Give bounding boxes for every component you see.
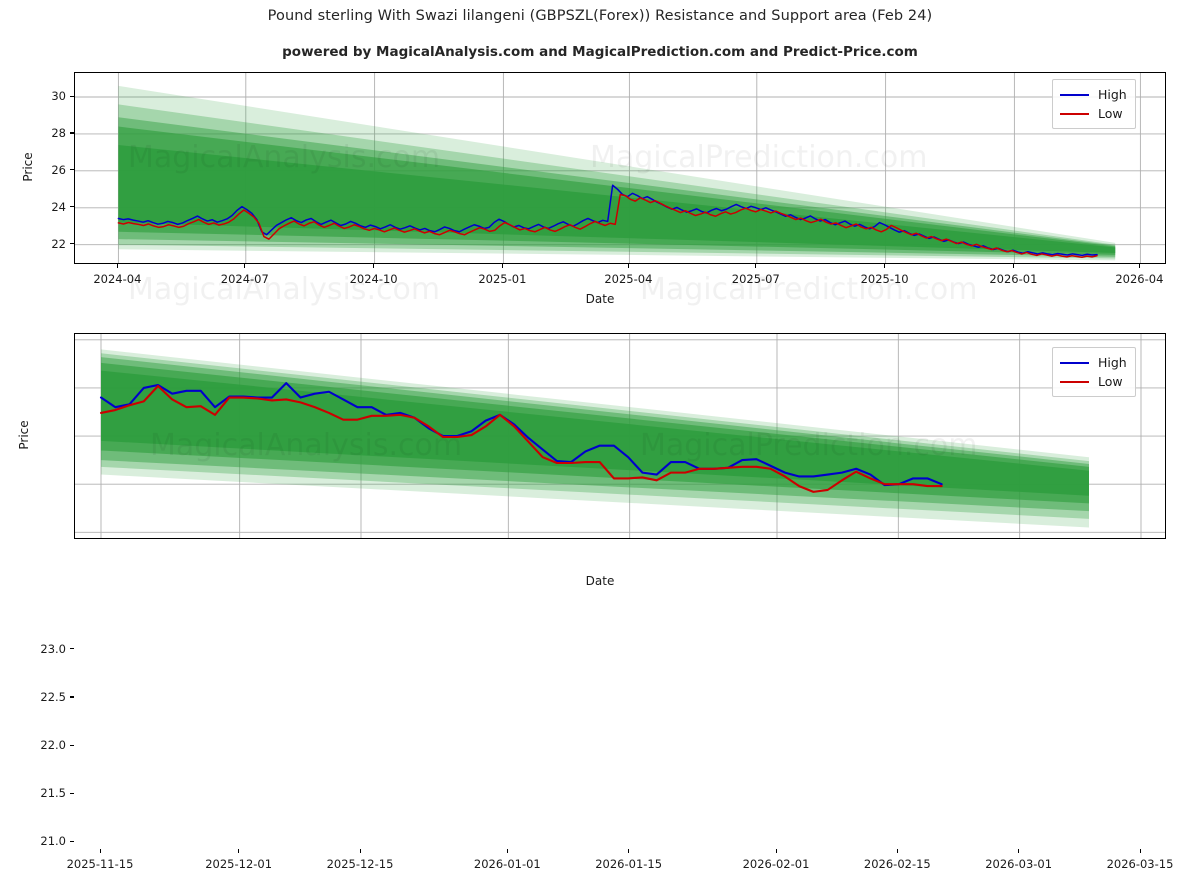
page-title: Pound sterling With Swazi lilangeni (GBP… (267, 8, 933, 24)
legend-entry-low: Low (1060, 372, 1127, 391)
legend-swatch-low (1060, 112, 1089, 115)
x-tick-label: 2025-12-01 (205, 857, 273, 871)
legend-swatch-high (1060, 361, 1089, 364)
x-tick-mark (627, 264, 629, 268)
overview-panel: 22 24 26 28 30 2024-04 2024-07 2024-10 2025-01 20… (0, 0, 1200, 310)
x-tick-mark (1138, 264, 1140, 268)
legend-entry-high: High (1060, 353, 1127, 372)
x-tick-mark (1018, 849, 1020, 853)
x-tick-mark (99, 849, 101, 853)
x-tick-label: 2026-02-15 (863, 857, 931, 871)
zoom-xaxis-label: Date (585, 574, 615, 588)
x-tick-mark (884, 264, 886, 268)
x-tick-label: 2026-02-01 (742, 857, 810, 871)
page-subtitle: powered by MagicalAnalysis.com and Magic… (282, 44, 918, 60)
y-tick-mark (70, 792, 74, 794)
x-tick-mark (775, 849, 777, 853)
x-tick-label: 2024-04 (93, 272, 142, 286)
x-tick-label: 2026-04 (1115, 272, 1164, 286)
legend-label-high: High (1098, 355, 1127, 370)
x-tick-mark (628, 849, 630, 853)
overview-plot-area (74, 72, 1166, 264)
legend-swatch-high (1060, 93, 1089, 96)
x-tick-mark (359, 849, 361, 853)
zoom-panel: 21.0 21.5 22.0 22.5 23.0 2025-11-15 2025-12-01… (0, 310, 1200, 871)
legend-entry-low: Low (1060, 104, 1127, 123)
y-tick-label: 21.5 (40, 786, 66, 801)
x-tick-mark (244, 264, 246, 268)
x-tick-mark (1012, 264, 1014, 268)
x-tick-label: 2026-01-01 (473, 857, 541, 871)
zoom-legend: High Low (1052, 347, 1136, 397)
y-tick-label: 21.0 (40, 834, 66, 849)
x-tick-label: 2025-11-15 (66, 857, 134, 871)
x-tick-label: 2026-01-15 (595, 857, 663, 871)
legend-label-low: Low (1098, 374, 1123, 389)
x-tick-label: 2024-07 (220, 272, 269, 286)
y-tick-mark (70, 648, 74, 650)
y-tick-mark (70, 169, 74, 171)
x-tick-mark (506, 849, 508, 853)
x-tick-label: 2026-01 (989, 272, 1038, 286)
x-tick-mark (755, 264, 757, 268)
zoom-yaxis-label: Price (17, 420, 31, 450)
x-tick-mark (116, 264, 118, 268)
y-tick-label: 22.0 (40, 738, 66, 753)
legend-label-high: High (1098, 87, 1127, 102)
x-tick-mark (1139, 849, 1141, 853)
x-tick-label: 2025-12-15 (326, 857, 394, 871)
x-tick-label: 2025-07 (731, 272, 780, 286)
x-tick-mark (501, 264, 503, 268)
x-tick-label: 2025-01 (478, 272, 527, 286)
x-tick-label: 2025-04 (604, 272, 653, 286)
zoom-plot-svg (75, 334, 1165, 538)
y-tick-label: 26 (51, 162, 66, 177)
legend-entry-high: High (1060, 85, 1127, 104)
x-tick-mark (238, 849, 240, 853)
x-tick-mark (373, 264, 375, 268)
x-tick-mark (896, 849, 898, 853)
x-tick-label: 2024-10 (349, 272, 398, 286)
overview-xaxis-label: Date (585, 292, 615, 306)
x-tick-label: 2025-10 (860, 272, 909, 286)
y-tick-label: 22.5 (40, 689, 66, 704)
x-tick-label: 2026-03-15 (1106, 857, 1174, 871)
y-tick-label: 22 (51, 236, 66, 251)
y-tick-label: 28 (51, 125, 66, 140)
overview-plot-svg (75, 73, 1165, 263)
y-tick-mark (70, 840, 74, 842)
overview-legend: High Low (1052, 79, 1136, 129)
x-tick-label: 2026-03-01 (985, 857, 1053, 871)
legend-swatch-low (1060, 380, 1089, 383)
y-tick-mark (70, 243, 74, 245)
overview-yaxis-label: Price (21, 152, 35, 182)
zoom-plot-area (74, 333, 1166, 539)
y-tick-label: 24 (51, 199, 66, 214)
legend-label-low: Low (1098, 106, 1123, 121)
y-tick-mark (70, 206, 74, 208)
y-tick-label: 30 (51, 89, 66, 103)
y-tick-mark (70, 696, 74, 698)
y-tick-mark (70, 95, 74, 97)
y-tick-mark (70, 132, 74, 134)
y-tick-mark (70, 744, 74, 746)
y-tick-label: 23.0 (40, 641, 66, 656)
